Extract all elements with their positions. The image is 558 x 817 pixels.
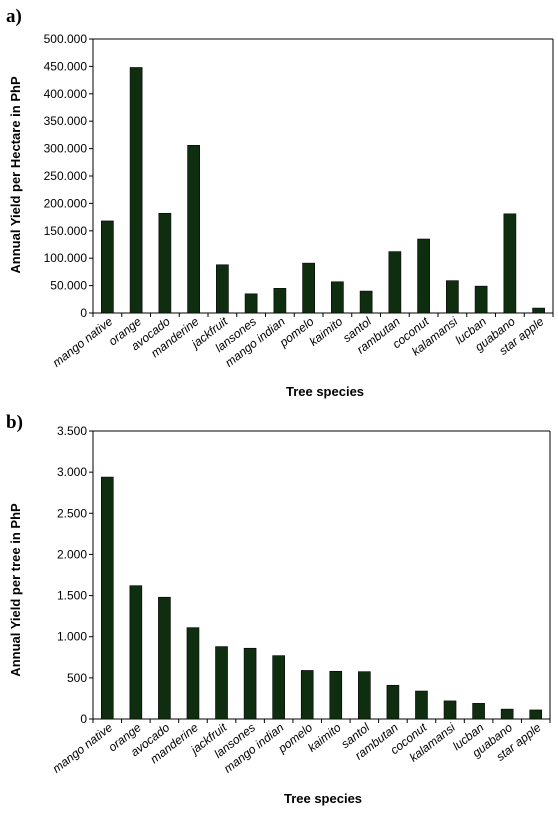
bar <box>243 647 257 720</box>
y-tick-label: 0 <box>80 306 87 320</box>
bar <box>187 145 200 314</box>
bar <box>474 285 488 314</box>
x-axis-title-a: Tree species <box>286 384 364 399</box>
y-tick-label: 400.000 <box>44 87 88 101</box>
y-axis-title-a: Annual Yield per Hectare in PhP <box>8 76 23 274</box>
bar <box>100 476 114 720</box>
y-tick-label: 3.000 <box>57 465 87 479</box>
x-category-label: kaimito <box>307 314 346 349</box>
y-tick-label: 250.000 <box>44 169 88 183</box>
y-tick-label: 200.000 <box>44 196 88 210</box>
bar <box>186 627 200 720</box>
plot-area-a: 0 50.000 100.000 150.000 200.000 250.000 300.0… <box>44 32 554 370</box>
y-axis-title-b: Annual Yield per tree in PhP <box>8 503 23 677</box>
bar <box>529 709 543 720</box>
bar <box>272 655 285 720</box>
bar <box>300 670 314 720</box>
y-tick-label: 1.500 <box>57 589 87 603</box>
bar <box>359 290 373 314</box>
bar <box>500 708 514 720</box>
panel-label-b: b) <box>6 412 23 433</box>
bar <box>443 700 457 720</box>
bar <box>331 281 344 314</box>
x-category-label: mango native <box>50 720 116 776</box>
bar <box>532 307 545 314</box>
y-tick-label: 350.000 <box>44 114 88 128</box>
panel-label-a: a) <box>6 6 22 27</box>
bar <box>388 251 402 314</box>
bar <box>415 690 428 720</box>
bar <box>446 280 459 314</box>
x-axis-title-b: Tree species <box>284 791 362 806</box>
y-tick-label: 500 <box>67 671 87 685</box>
chart-b: b) Annual Yield per tree in PhP Tree spe… <box>6 412 551 806</box>
bar <box>129 585 143 720</box>
plot-area-b: 0 500 1.000 1.500 2.000 2.500 3.000 3.500 mango … <box>50 424 551 776</box>
bar <box>244 293 258 314</box>
y-tick-label: 0 <box>80 712 87 726</box>
bar <box>417 238 430 314</box>
y-tick-label: 50.000 <box>50 279 87 293</box>
y-tick-label: 300.000 <box>44 142 88 156</box>
bar <box>215 646 228 720</box>
bar <box>472 703 485 720</box>
y-tick-label: 2.500 <box>57 506 87 520</box>
y-tick-label: 500.000 <box>44 32 88 46</box>
bar <box>158 596 171 720</box>
bar <box>129 67 143 314</box>
bar <box>302 262 315 314</box>
bar <box>273 288 287 314</box>
x-category-label: kaimito <box>305 720 344 755</box>
chart-a: a) Annual Yield per Hectare in PhP Tree … <box>6 6 554 399</box>
bar <box>386 684 400 720</box>
bar <box>216 264 229 314</box>
bar <box>358 671 371 720</box>
y-tick-label: 3.500 <box>57 424 87 438</box>
bar <box>101 220 114 314</box>
x-category-label: mango native <box>50 314 116 370</box>
y-tick-label: 2.000 <box>57 547 87 561</box>
bar <box>329 670 343 720</box>
y-tick-label: 150.000 <box>44 224 88 238</box>
y-tick-label: 100.000 <box>44 251 88 265</box>
bar <box>503 213 517 314</box>
y-tick-label: 450.000 <box>44 59 88 73</box>
y-tick-label: 1.000 <box>57 630 87 644</box>
bar <box>158 212 172 314</box>
